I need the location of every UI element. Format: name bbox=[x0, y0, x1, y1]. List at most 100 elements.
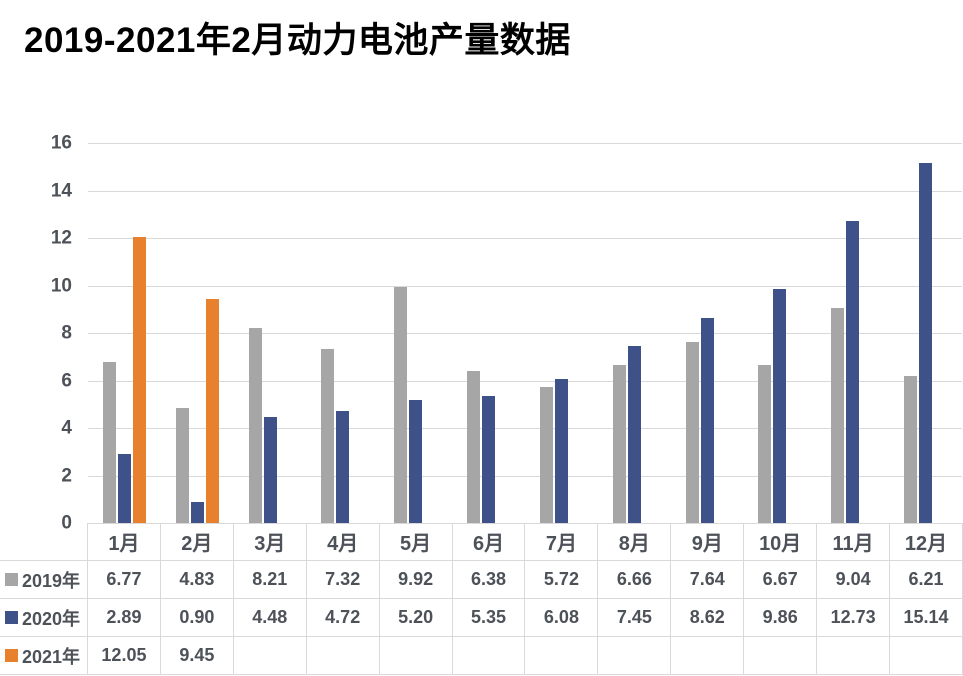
bar bbox=[612, 364, 626, 523]
bar-group bbox=[744, 143, 817, 523]
x-axis-label: 4月 bbox=[306, 523, 380, 561]
gridline bbox=[88, 428, 962, 429]
x-axis-label: 7月 bbox=[525, 523, 599, 561]
axis-corner bbox=[0, 523, 88, 561]
value-cell bbox=[379, 637, 453, 675]
value-cell: 7.64 bbox=[671, 561, 745, 599]
value-cell bbox=[890, 637, 963, 675]
value-cell bbox=[817, 637, 891, 675]
bar bbox=[831, 308, 845, 523]
legend-cell: 2021年 bbox=[0, 637, 88, 675]
value-cell bbox=[671, 637, 745, 675]
x-axis-label: 2月 bbox=[160, 523, 234, 561]
bar bbox=[554, 378, 568, 523]
y-axis-label: 0 bbox=[61, 512, 72, 534]
value-cell: 5.72 bbox=[525, 561, 599, 599]
bar bbox=[919, 163, 933, 523]
bar-group bbox=[88, 143, 161, 523]
bar-group bbox=[598, 143, 671, 523]
bar bbox=[539, 387, 553, 523]
bar bbox=[132, 236, 146, 523]
value-cell: 6.21 bbox=[890, 561, 963, 599]
gridline bbox=[88, 380, 962, 382]
value-cell: 2.89 bbox=[88, 599, 161, 637]
value-cell bbox=[525, 637, 599, 675]
value-cell bbox=[233, 637, 307, 675]
plot-area: 0 2 4 6 8 10 12 14 16 bbox=[51, 134, 962, 533]
bar bbox=[205, 298, 219, 523]
chart-title: 2019-2021年2月动力电池产量数据 bbox=[24, 21, 571, 60]
bar bbox=[627, 346, 641, 523]
bar-group bbox=[671, 143, 744, 523]
gridline bbox=[88, 333, 962, 334]
bar bbox=[263, 416, 277, 523]
y-axis-label: 4 bbox=[61, 417, 72, 439]
bar-group bbox=[525, 143, 598, 523]
value-cell: 6.67 bbox=[744, 561, 818, 599]
value-cell: 5.20 bbox=[379, 599, 453, 637]
gridline bbox=[88, 238, 962, 239]
bar bbox=[102, 362, 116, 523]
series-name: 2021年 bbox=[22, 646, 81, 667]
bar-group bbox=[889, 143, 962, 523]
legend-cell: 2020年 bbox=[0, 599, 88, 637]
bar-group bbox=[161, 143, 234, 523]
gridline bbox=[88, 475, 962, 477]
bar bbox=[409, 399, 423, 523]
value-cell bbox=[306, 637, 380, 675]
y-axis-label: 2 bbox=[61, 465, 72, 486]
bar bbox=[467, 371, 481, 523]
legend-swatch bbox=[5, 611, 18, 624]
y-axis-label: 6 bbox=[61, 370, 72, 391]
bar-group bbox=[452, 143, 525, 523]
y-axis-label: 12 bbox=[50, 227, 72, 249]
bar bbox=[336, 410, 350, 523]
bar-group bbox=[379, 143, 452, 523]
bar bbox=[117, 454, 131, 523]
x-axis-label: 6月 bbox=[452, 523, 526, 561]
bar bbox=[248, 328, 262, 523]
value-cell: 9.45 bbox=[160, 637, 234, 675]
legend-swatch bbox=[5, 573, 18, 586]
value-cell: 4.48 bbox=[233, 599, 307, 637]
plot-bars bbox=[88, 143, 962, 523]
x-axis-label: 8月 bbox=[598, 523, 672, 561]
bar bbox=[482, 395, 496, 523]
x-axis-label: 12月 bbox=[890, 523, 963, 561]
bar bbox=[321, 349, 335, 523]
value-cell: 9.04 bbox=[817, 561, 891, 599]
value-cell: 6.66 bbox=[598, 561, 672, 599]
y-axis-label: 10 bbox=[50, 275, 72, 296]
value-cell bbox=[452, 637, 526, 675]
value-cell: 6.77 bbox=[88, 561, 161, 599]
gridline bbox=[88, 285, 962, 287]
bar bbox=[758, 364, 772, 523]
value-cell bbox=[598, 637, 672, 675]
value-cell: 6.08 bbox=[525, 599, 599, 637]
value-cell: 7.45 bbox=[598, 599, 672, 637]
x-axis-label: 3月 bbox=[233, 523, 307, 561]
value-cell: 0.90 bbox=[160, 599, 234, 637]
bar bbox=[773, 288, 787, 523]
value-cell: 4.72 bbox=[306, 599, 380, 637]
value-cell: 12.73 bbox=[817, 599, 891, 637]
value-cell: 7.32 bbox=[306, 561, 380, 599]
bar-group bbox=[307, 143, 380, 523]
value-cell: 15.14 bbox=[890, 599, 963, 637]
series-name: 2020年 bbox=[22, 608, 81, 629]
bar bbox=[904, 375, 918, 523]
value-cell: 4.83 bbox=[160, 561, 234, 599]
legend-swatch bbox=[5, 649, 18, 662]
value-cell: 6.38 bbox=[452, 561, 526, 599]
legend-cell: 2019年 bbox=[0, 561, 88, 599]
y-axis-label: 8 bbox=[61, 322, 72, 344]
value-cell: 12.05 bbox=[88, 637, 161, 675]
value-cell bbox=[744, 637, 818, 675]
bar bbox=[175, 408, 189, 523]
y-axis-label: 16 bbox=[50, 132, 72, 154]
bar bbox=[846, 220, 860, 523]
x-axis-label: 10月 bbox=[744, 523, 818, 561]
x-axis-label: 1月 bbox=[88, 523, 161, 561]
value-cell: 9.92 bbox=[379, 561, 453, 599]
series-name: 2019年 bbox=[22, 570, 81, 591]
